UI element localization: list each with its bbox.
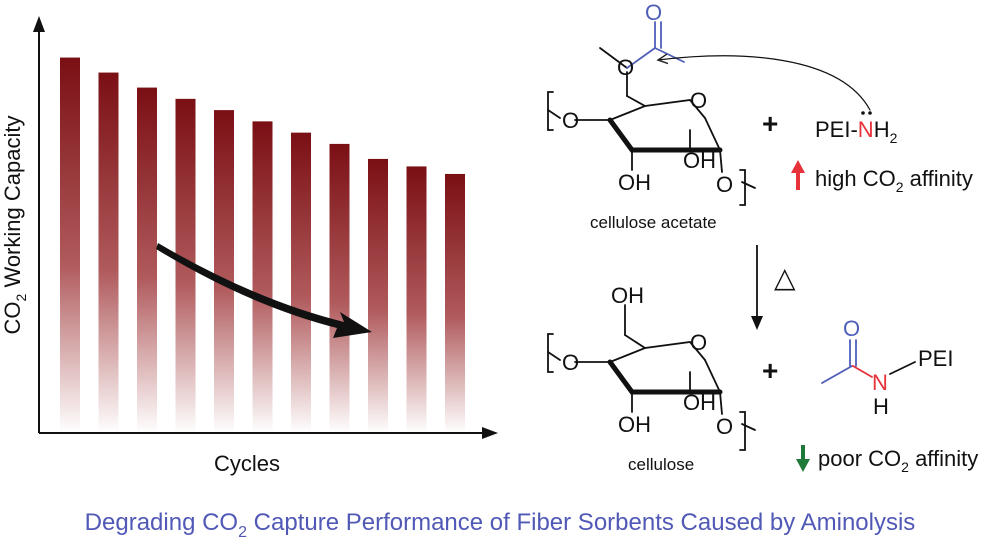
- ch2-ring-bond: [626, 95, 646, 107]
- n-pei-bond: [889, 361, 916, 375]
- o-left-label-2: O: [562, 350, 579, 375]
- heat-symbol: △: [774, 262, 796, 293]
- ring-o-label: O: [690, 88, 707, 113]
- bar-5: [214, 110, 234, 433]
- bar-9: [368, 158, 388, 433]
- reactant-name: cellulose acetate: [590, 213, 717, 232]
- y-axis-arrowhead: [33, 16, 45, 32]
- methyl-bond: [654, 47, 685, 63]
- ester-o-bond: [626, 47, 656, 69]
- o-right-label-2: O: [716, 414, 733, 439]
- acetate-bond: [599, 47, 628, 69]
- amide-h-label: H: [873, 394, 889, 419]
- bracket-left: [547, 91, 554, 131]
- plus-sign-bottom: +: [762, 355, 778, 386]
- plus-sign-top: +: [762, 108, 778, 139]
- ring-top: [609, 99, 706, 121]
- caption: Degrading CO2 Capture Performance of Fib…: [85, 509, 916, 541]
- ch2-ring-bond-2: [624, 334, 646, 349]
- amide-methyl-bond: [821, 365, 853, 384]
- oh-label-1: OH: [618, 170, 651, 195]
- lone-pair-dot-2: [868, 111, 872, 115]
- product-labels: OH O O OH OH O cellulose: [562, 283, 733, 474]
- reactant-labels: O O O O OH OH O cellulose acetate: [562, 0, 733, 232]
- poor-affinity-label: poor CO2 affinity: [818, 446, 978, 475]
- cellulose-acetate-structure: [547, 21, 871, 206]
- up-arrow-icon: [791, 160, 805, 190]
- bracket-right: [739, 169, 746, 206]
- o-left-label: O: [562, 108, 579, 133]
- down-arrow-icon: [796, 445, 810, 472]
- poly-bond-right: [741, 181, 756, 189]
- ring-right: [704, 117, 721, 151]
- product-name: cellulose: [628, 455, 694, 474]
- o-right-bond-2: [719, 391, 723, 415]
- o-right-bond: [719, 149, 723, 173]
- reaction-arrowhead: [751, 316, 763, 330]
- x-axis-arrowhead: [482, 427, 498, 439]
- high-affinity-label: high CO2 affinity: [815, 166, 973, 195]
- bar-8: [329, 143, 350, 433]
- pei-nh2-label: PEI-NH2: [815, 117, 898, 146]
- y-axis-label: CO2 Working Capacity: [0, 116, 29, 335]
- bar-10: [406, 166, 427, 433]
- ester-o-label: O: [617, 55, 634, 80]
- poly-bond-left: [547, 109, 561, 119]
- ch2oh-label: OH: [611, 283, 644, 308]
- bar-chart: Cycles CO2 Working Capacity: [0, 16, 498, 476]
- amide-cn-bond: [852, 365, 873, 378]
- x-axis-label: Cycles: [214, 451, 280, 476]
- poly-bond-right-2: [741, 423, 756, 431]
- oh-label-2: OH: [683, 148, 716, 173]
- bar-6: [252, 121, 273, 433]
- bars-group: [60, 57, 465, 434]
- cellulose-structure: [547, 304, 756, 451]
- bracket-right-2: [739, 411, 746, 451]
- amide-o-label: O: [843, 316, 860, 341]
- bar-3: [137, 87, 157, 433]
- bracket-left-2: [547, 333, 554, 373]
- attack-arrow: [658, 56, 871, 111]
- bar-1: [60, 57, 80, 433]
- amide-n-label: N: [872, 370, 888, 395]
- oh-label-4: OH: [683, 390, 716, 415]
- ring-bottom-bold-2: [607, 359, 723, 395]
- o-right-label: O: [716, 172, 733, 197]
- ring-o-label-2: O: [690, 330, 707, 355]
- bar-7: [291, 132, 311, 434]
- ring-bottom-bold: [607, 117, 723, 153]
- carbonyl-o-label: O: [645, 0, 662, 25]
- poly-bond-left-2: [547, 351, 561, 361]
- oh-label-3: OH: [618, 412, 651, 437]
- trend-arrow: [156, 243, 372, 338]
- ring-right-2: [704, 359, 721, 393]
- lone-pair-dot-1: [861, 111, 865, 115]
- amide-pei-label: PEI: [918, 346, 953, 371]
- ring-top-2: [609, 341, 706, 363]
- bar-11: [445, 173, 465, 433]
- bar-2: [98, 72, 119, 434]
- amide-structure: [821, 339, 916, 384]
